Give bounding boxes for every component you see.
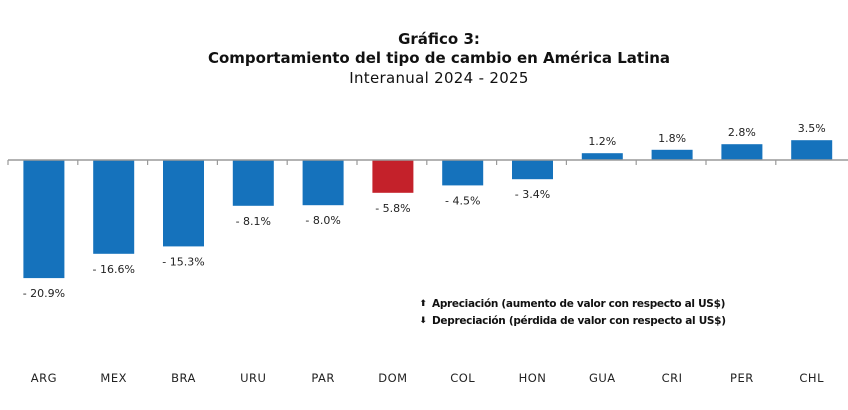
chart-subtitle-period: Interanual 2024 - 2025	[349, 69, 529, 87]
arrow-up-icon: ⬆	[419, 299, 427, 309]
bar-col	[442, 160, 484, 186]
data-label-mex: - 16.6%	[92, 263, 134, 276]
bar-gua	[581, 153, 623, 160]
bar-chl	[791, 140, 833, 160]
data-label-par: - 8.0%	[305, 214, 340, 227]
bar-bra	[163, 160, 204, 247]
legend-item-appreciation: ⬆ Apreciación (aumento de valor con resp…	[418, 296, 726, 313]
legend-item-depreciation: ⬇ Depreciación (pérdida de valor con res…	[418, 313, 726, 330]
data-label-gua: 1.2%	[588, 135, 616, 148]
data-label-cri: 1.8%	[658, 132, 686, 145]
chart-subtitle: Comportamiento del tipo de cambio en Amé…	[207, 49, 671, 67]
arrow-down-icon: ⬇	[419, 316, 427, 326]
data-label-chl: 3.5%	[798, 122, 826, 135]
data-label-dom: - 5.8%	[375, 202, 410, 215]
legend-label-appreciation: Apreciación (aumento de valor con respec…	[432, 298, 726, 310]
x-tick-label-col: COL	[450, 371, 475, 385]
data-label-col: - 4.5%	[445, 194, 480, 207]
bar-per	[721, 144, 763, 160]
x-tick-label-bra: BRA	[171, 371, 196, 385]
x-tick-label-arg: ARG	[31, 371, 57, 385]
bar-mex	[93, 160, 135, 254]
x-tick-label-chl: CHL	[799, 371, 824, 385]
legend: ⬆ Apreciación (aumento de valor con resp…	[418, 296, 726, 330]
bar-par	[302, 160, 344, 206]
x-tick-label-mex: MEX	[100, 371, 127, 385]
x-tick-label-uru: URU	[240, 371, 266, 385]
chart-title-block: Gráfico 3: Comportamiento del tipo de ca…	[0, 30, 848, 88]
x-tick-label-cri: CRI	[662, 371, 683, 385]
x-tick-label-dom: DOM	[378, 371, 407, 385]
x-tick-label-hon: HON	[519, 371, 547, 385]
x-tick-label-per: PER	[730, 371, 754, 385]
bar-uru	[232, 160, 274, 206]
bar-cri	[651, 149, 693, 160]
data-label-bra: - 15.3%	[162, 255, 204, 268]
x-tick-label-par: PAR	[311, 371, 335, 385]
data-label-uru: - 8.1%	[236, 215, 271, 228]
bar-dom	[372, 160, 414, 193]
data-label-hon: - 3.4%	[515, 188, 550, 201]
data-label-arg: - 20.9%	[23, 287, 65, 300]
bar-arg	[23, 160, 65, 279]
data-label-per: 2.8%	[728, 126, 756, 139]
chart-title: Gráfico 3:	[398, 30, 480, 48]
x-tick-label-gua: GUA	[589, 371, 616, 385]
legend-label-depreciation: Depreciación (pérdida de valor con respe…	[432, 315, 726, 327]
bar-hon	[512, 160, 553, 180]
